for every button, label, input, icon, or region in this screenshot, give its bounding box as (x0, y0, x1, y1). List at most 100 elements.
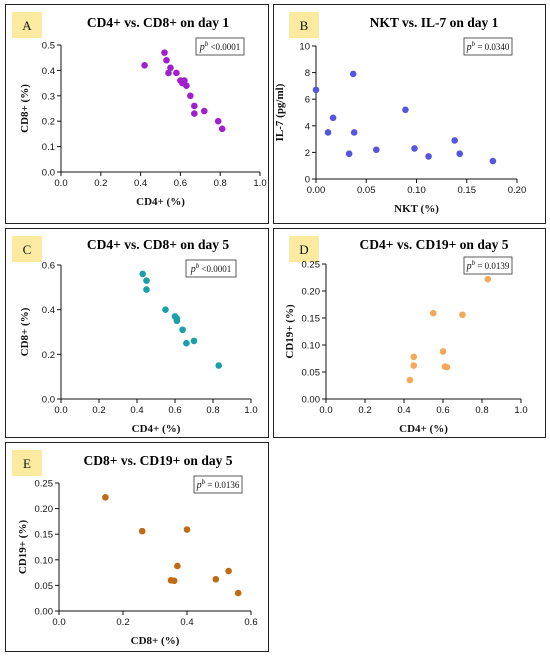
panel-b: B NKT vs. IL-7 on day 1 pb = 0.0340 0.00 0.0… (273, 4, 546, 224)
data-point (187, 92, 194, 100)
data-point (102, 494, 109, 501)
x-axis-label: CD4+ (%) (132, 423, 181, 435)
y-tick-label: 0.2 (42, 350, 55, 361)
data-point (425, 153, 432, 160)
data-point (411, 145, 418, 152)
chart-title: CD4+ vs. CD8+ on day 1 (87, 15, 229, 30)
x-tick-label: 0.4 (397, 405, 410, 416)
data-point (234, 589, 242, 597)
y-tick-label: 0.20 (302, 287, 321, 298)
y-tick-label: 8 (305, 68, 310, 79)
panel-d: D CD4+ vs. CD19+ on day 5 pb = 0.0139 0.0 0.… (273, 228, 546, 438)
y-tick-label: 0.10 (302, 341, 321, 352)
y-tick-label: 6 (305, 95, 310, 106)
data-point (350, 129, 358, 136)
data-point (183, 526, 191, 533)
data-point (191, 110, 198, 117)
x-tick-label: 1.0 (244, 405, 257, 416)
p-value-text: pb <0.0001 (190, 262, 232, 275)
y-tick-label: 2 (305, 148, 310, 159)
p-value: = 0.0340 (475, 42, 510, 52)
data-point (349, 70, 357, 78)
data-point (212, 575, 220, 583)
y-tick-label: 4 (305, 121, 310, 132)
x-tick-label: 0.20 (508, 185, 527, 196)
data-point (410, 362, 418, 369)
p-superscript: b (196, 262, 200, 270)
panel-letter: E (23, 456, 31, 471)
x-tick-label: 0.0 (319, 405, 332, 416)
x-tick-label: 0.8 (206, 405, 219, 416)
data-point (163, 56, 170, 64)
data-point (439, 348, 447, 355)
data-point (165, 69, 172, 77)
x-tick-label: 0.2 (94, 178, 107, 189)
data-point (162, 306, 169, 313)
chart-title: NKT vs. IL-7 on day 1 (370, 15, 499, 30)
data-point (143, 286, 150, 293)
x-tick-label: 0.8 (214, 178, 227, 189)
data-point (402, 106, 409, 114)
chart-title: CD4+ vs. CD8+ on day 5 (87, 237, 229, 252)
y-tick-label: 0.00 (302, 395, 321, 406)
y-axis-label: CD8+ (%) (19, 84, 31, 133)
panel-a: A CD4+ vs. CD8+ on day 1 pb <0.0001 0.0 0.2 0… (5, 4, 269, 224)
p-superscript: b (202, 478, 206, 486)
panel-letter: A (22, 18, 32, 33)
data-point (139, 270, 146, 278)
x-tick-label: 0.4 (130, 405, 143, 416)
data-point (324, 129, 332, 136)
chart-title: CD4+ vs. CD19+ on day 5 (360, 237, 509, 252)
panel-e: E CD8+ vs. CD19+ on day 5 pb = 0.0136 0.0 0.… (5, 442, 269, 652)
y-tick-label: 0.15 (302, 314, 321, 325)
data-point (200, 107, 208, 115)
data-point (443, 363, 451, 371)
y-tick-label: 0.4 (42, 305, 55, 316)
p-value-text: pb = 0.0139 (466, 259, 510, 272)
x-tick-label: 0.0 (54, 405, 67, 416)
y-tick-label: 0.10 (35, 555, 54, 566)
y-tick-label: 10 (299, 42, 310, 53)
y-tick-label: 0.20 (35, 504, 54, 515)
x-tick-label: 0.6 (244, 617, 257, 628)
y-tick-label: 0.00 (35, 607, 54, 618)
axes: 0.0 0.2 0.4 0.6 0.8 1.0 0.0 0.2 0.4 0.6 (42, 261, 258, 417)
x-tick-label: 0.15 (458, 185, 477, 196)
x-tick-label: 0.05 (357, 185, 376, 196)
panel-letter: B (300, 18, 309, 33)
x-tick-label: 0.00 (307, 185, 326, 196)
y-axis-label: CD19+ (%) (284, 304, 296, 359)
p-value: = 0.0139 (475, 261, 510, 271)
data-point (456, 150, 464, 158)
y-tick-label: 0.6 (42, 261, 55, 272)
y-tick-label: 0.15 (35, 530, 54, 541)
p-value-box: pb = 0.0136 (193, 475, 243, 494)
panel-letter-badge: E (12, 450, 42, 476)
y-tick-label: 0.25 (35, 479, 54, 490)
y-tick-label: 0.0 (42, 395, 55, 406)
panel-letter: C (23, 242, 32, 257)
x-tick-label: 0.4 (134, 178, 147, 189)
data-point (214, 117, 222, 125)
x-axis-label: CD4+ (%) (136, 196, 185, 208)
data-point (345, 150, 353, 158)
p-value-box: pb <0.0001 (185, 259, 237, 278)
data-point (190, 337, 198, 345)
data-point (191, 102, 198, 110)
data-point (429, 309, 437, 317)
data-point (161, 49, 168, 56)
data-point (459, 311, 466, 319)
panel-letter-badge: C (12, 236, 42, 262)
y-tick-label: 0 (305, 175, 310, 186)
p-symbol: p (466, 42, 472, 53)
y-tick-label: 0.2 (42, 117, 55, 128)
data-point (170, 577, 178, 585)
x-tick-label: 0.10 (407, 185, 426, 196)
p-symbol: p (196, 480, 202, 491)
data-points (312, 70, 497, 165)
data-point (329, 114, 337, 122)
